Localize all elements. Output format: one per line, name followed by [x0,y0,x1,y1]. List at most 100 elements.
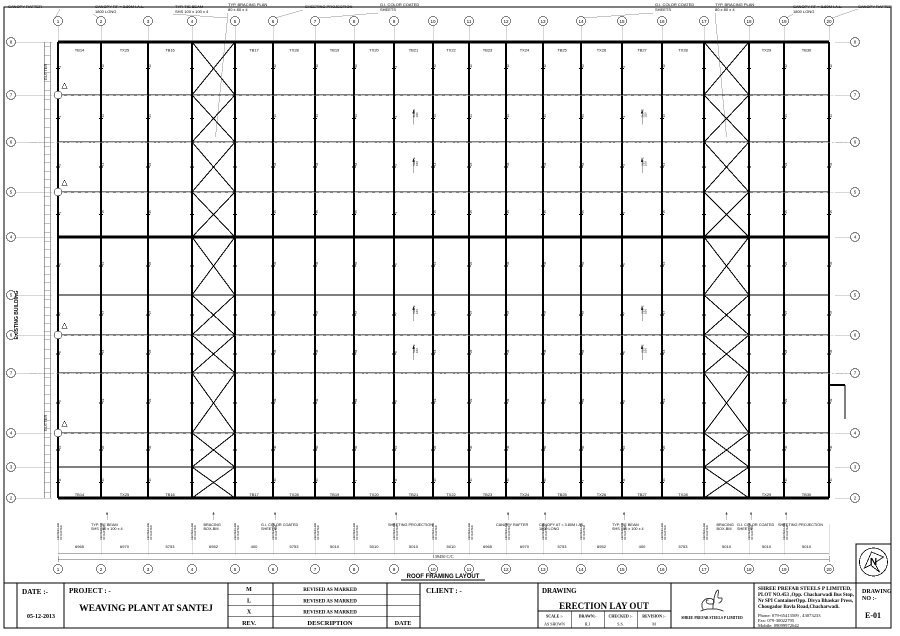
svg-text:CHECKED :-: CHECKED :- [609,614,634,619]
svg-text:11: 11 [58,478,62,481]
svg-text:44: 44 [315,162,319,166]
svg-text:TX20: TX20 [369,492,379,497]
svg-text:19: 19 [101,398,105,402]
svg-text:28: 28 [784,349,788,353]
svg-text:13: 13 [433,114,437,118]
svg-text:6952: 6952 [597,544,607,549]
svg-text:Mobile: 09099972642: Mobile: 09099972642 [758,623,800,628]
svg-text:DRAWING: DRAWING [862,589,892,595]
svg-text:BOX-BM: BOX-BM [717,527,732,531]
svg-text:47: 47 [543,310,547,314]
svg-text:TX28: TX28 [678,48,688,53]
svg-text:48: 48 [543,349,547,353]
svg-text:TB16: TB16 [165,492,175,497]
svg-text:13: 13 [540,567,546,572]
svg-text:4: 4 [191,19,194,24]
svg-text:BOX-BM: BOX-BM [204,527,219,531]
svg-text:21: 21 [433,478,437,482]
svg-text:DATE :-: DATE :- [22,588,49,596]
svg-text:OF RAFTER: OF RAFTER [59,525,63,540]
svg-text:17: 17 [662,310,666,314]
svg-text:15: 15 [619,19,625,24]
svg-text:21: 21 [101,478,105,482]
svg-text:10: 10 [430,567,436,572]
svg-text:15: 15 [662,210,666,214]
svg-text:REVISED AS MARKED: REVISED AS MARKED [303,599,357,604]
svg-text:2: 2 [100,567,103,572]
svg-text:5010: 5010 [802,544,812,549]
svg-text:43: 43 [543,114,547,118]
svg-text:REVISION :-: REVISION :- [642,614,666,619]
svg-text:19: 19 [433,398,437,402]
svg-text:TX26: TX26 [597,48,607,53]
svg-text:39: 39 [273,398,277,402]
svg-text:16: 16 [659,567,665,572]
svg-text:5753: 5753 [558,544,568,549]
svg-text:TB19: TB19 [330,48,340,53]
svg-text:5753: 5753 [290,544,300,549]
svg-text:58: 58 [354,349,358,353]
svg-text:TX22: TX22 [446,492,456,497]
svg-text:22: 22 [469,64,473,68]
svg-text:36: 36 [829,261,833,265]
svg-text:20: 20 [433,445,437,449]
svg-text:57: 57 [354,310,358,314]
svg-text:11: 11 [467,567,472,572]
svg-text:17: 17 [701,19,707,24]
svg-text:54: 54 [354,162,358,166]
svg-text:55: 55 [354,210,358,214]
svg-text:43: 43 [315,114,319,118]
svg-text:OF RAFTER: OF RAFTER [705,525,709,540]
svg-text:10: 10 [430,19,436,24]
svg-text:DRAWN:-: DRAWN:- [579,614,597,619]
svg-text:34: 34 [506,162,510,166]
svg-text:SHS 100 x 100 x 4: SHS 100 x 100 x 4 [91,527,123,531]
svg-text:PLOT NO.453 ,Opp. Chacharwadi: PLOT NO.453 ,Opp. Chacharwadi Bus Stop, [758,593,855,598]
svg-text:49: 49 [543,398,547,402]
svg-text:OF RAFTER: OF RAFTER [623,525,627,540]
svg-text:13: 13 [540,19,546,24]
svg-text:OF RAFTER: OF RAFTER [316,525,320,540]
svg-text:39: 39 [506,398,510,402]
svg-text:59: 59 [354,398,358,402]
svg-text:3: 3 [147,19,150,24]
svg-text:WEAVING PLANT AT SANTEJ: WEAVING PLANT AT SANTEJ [79,604,213,614]
svg-text:TX24: TX24 [520,48,530,53]
svg-text:TX28: TX28 [289,48,299,53]
svg-text:17: 17 [433,310,437,314]
svg-text:8: 8 [353,567,356,572]
svg-text:10: 10 [58,445,62,449]
svg-text:M: M [652,622,656,627]
svg-text:16: 16 [101,261,105,265]
svg-text:32: 32 [273,64,277,68]
svg-text:L: L [247,598,251,604]
svg-text:TB21: TB21 [409,492,419,497]
svg-text:SHS 100 x 100 x 4: SHS 100 x 100 x 4 [175,9,209,14]
svg-text:Chougador Bavla Road,Chacharwa: Chougador Bavla Road,Chacharwadi. [758,605,840,610]
svg-text:PROJECT : -: PROJECT : - [69,587,111,595]
svg-text:2: 2 [100,19,103,24]
svg-text:OF RAFTER: OF RAFTER [785,525,789,540]
svg-text:21: 21 [662,478,666,482]
svg-text:TB19: TB19 [330,492,340,497]
svg-text:TX29: TX29 [762,492,772,497]
svg-text:400: 400 [639,544,646,549]
svg-text:18: 18 [746,19,752,24]
svg-text:12: 12 [503,19,509,24]
svg-text:80 x 80 x 4: 80 x 80 x 4 [715,7,735,12]
svg-text:5010: 5010 [370,544,380,549]
svg-text:11: 11 [622,478,626,481]
svg-text:E-01: E-01 [865,611,881,620]
svg-text:41: 41 [273,478,277,482]
svg-text:TB27: TB27 [637,48,647,53]
svg-text:37: 37 [506,310,510,314]
svg-text:5753: 5753 [166,544,176,549]
svg-text:5010: 5010 [722,544,732,549]
svg-text:14: 14 [433,162,437,166]
svg-text:44: 44 [543,162,547,166]
svg-text:OF RAFTER: OF RAFTER [149,525,153,540]
svg-text:5010: 5010 [330,544,340,549]
svg-text:SCALE :-: SCALE :- [546,614,564,619]
svg-text:24: 24 [784,162,788,166]
svg-text:4: 4 [191,567,194,572]
